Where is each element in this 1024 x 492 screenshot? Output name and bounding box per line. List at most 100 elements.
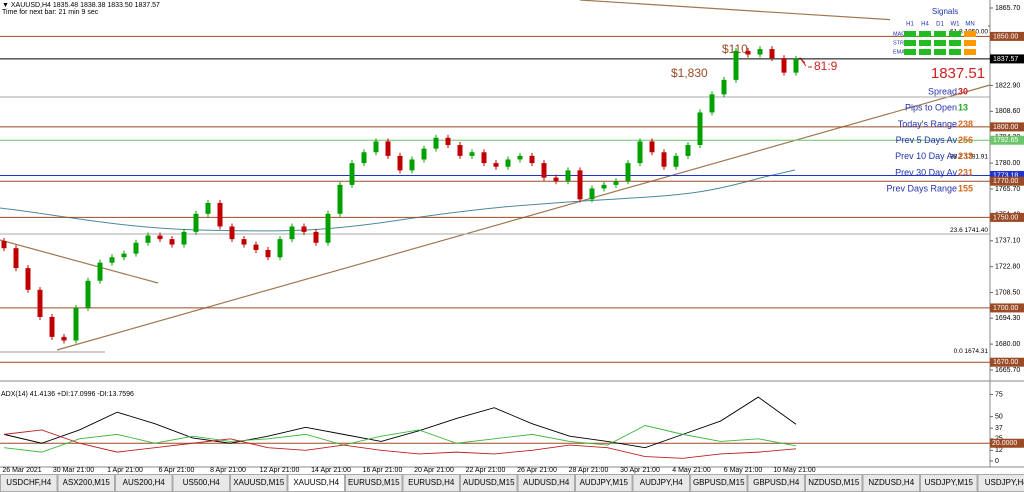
info-value: 30	[958, 86, 968, 96]
candle	[745, 50, 751, 55]
profit-label: $110	[722, 42, 748, 56]
signal-cell	[919, 49, 931, 55]
candle	[769, 49, 775, 59]
x-tick-label: 1 Apr 21:00	[107, 467, 143, 474]
level-box	[990, 303, 1024, 313]
candle	[481, 152, 487, 164]
level-label: 1800.00	[993, 124, 1018, 131]
candle	[301, 226, 307, 232]
y-tick-label: 1708.50	[995, 289, 1020, 296]
y-tick-label: 50	[995, 413, 1003, 420]
signal-column: MN	[965, 22, 974, 28]
candle	[445, 137, 451, 146]
candle	[409, 159, 415, 171]
candle	[181, 231, 187, 245]
candle	[421, 148, 427, 160]
x-tick-label: 6 Apr 21:00	[159, 467, 195, 474]
x-tick-label: 12 Apr 21:00	[260, 467, 300, 474]
trend-line	[0, 239, 159, 284]
level-label: 1750.00	[993, 214, 1018, 221]
y-tick-label: 12	[995, 447, 1003, 454]
candle	[649, 141, 655, 153]
level-label: 20.0000	[992, 440, 1017, 447]
candle	[673, 155, 679, 167]
candle	[757, 49, 763, 55]
level-box	[990, 357, 1024, 367]
info-value: 155	[958, 184, 973, 194]
signal-cell	[964, 31, 976, 37]
ratio-label: 81:9	[814, 59, 838, 73]
level-box	[990, 170, 1024, 180]
y-tick-label: 1865.70	[995, 5, 1020, 12]
candle	[397, 155, 403, 171]
candle	[25, 268, 31, 290]
indicator-line	[3, 425, 797, 453]
signal-row-label: EMA	[893, 49, 905, 55]
candle	[637, 141, 643, 164]
info-label: Pips to Open	[905, 103, 957, 113]
candle	[313, 231, 319, 243]
level-box	[990, 438, 1024, 448]
x-tick-label: 20 Apr 21:00	[414, 467, 454, 474]
signal-row-label: MACD	[893, 31, 909, 37]
signal-cell	[934, 31, 946, 37]
candle	[697, 112, 703, 146]
signal-cell	[949, 49, 961, 55]
info-label: Today's Range	[898, 119, 957, 129]
candle	[97, 262, 103, 281]
x-tick-label: 6 May 21:00	[724, 467, 763, 474]
candle	[229, 226, 235, 240]
info-value: 238	[958, 119, 973, 129]
level-label: 1837.57	[993, 56, 1018, 63]
candle	[145, 235, 151, 243]
bid-price: 1837.51	[931, 65, 985, 82]
y-tick-label: 37	[995, 425, 1003, 432]
candle	[133, 242, 139, 254]
y-tick-label: 1737.10	[995, 238, 1020, 245]
candle	[469, 152, 475, 156]
candle	[781, 58, 787, 73]
candle	[577, 170, 583, 200]
candle	[589, 188, 595, 200]
signal-cell	[919, 40, 931, 46]
signal-column: W1	[951, 22, 961, 28]
x-tick-label: 26 Mar 2021	[2, 467, 41, 474]
x-tick-label: 16 Apr 21:00	[363, 467, 403, 474]
level-label: 1792.65	[993, 137, 1018, 144]
tab-label: EURUSD,H4	[408, 478, 455, 487]
tab-label: NZDUSD,H4	[868, 478, 914, 487]
tab-label: EURUSD,M15	[348, 478, 400, 487]
tab-label: GBPUSD,H4	[753, 478, 800, 487]
candle	[685, 145, 691, 156]
y-tick-label: 1822.90	[995, 82, 1020, 89]
candle	[289, 226, 295, 240]
moving-average	[0, 169, 796, 232]
candle	[13, 248, 19, 269]
x-tick-label: 14 Apr 21:00	[311, 467, 351, 474]
candle	[553, 177, 559, 182]
y-tick-label: 1680.00	[995, 341, 1020, 348]
adx-title: ADX(14) 41.4136 +DI:17.0996 -DI:13.7596	[1, 391, 134, 398]
signal-cell	[904, 31, 916, 37]
level-label: 1670.00	[993, 359, 1018, 366]
candle	[325, 213, 331, 243]
x-tick-label: 28 Apr 21:00	[569, 467, 609, 474]
signal-cell	[934, 49, 946, 55]
candle	[193, 213, 199, 232]
candle	[121, 253, 127, 258]
candle	[433, 137, 439, 149]
level-box	[990, 212, 1024, 222]
candle	[169, 239, 175, 245]
signal-cell	[949, 31, 961, 37]
level-label: 1770.00	[993, 178, 1018, 185]
signal-column: H1	[906, 22, 914, 28]
candle	[625, 163, 631, 182]
x-tick-label: 26 Apr 21:00	[517, 467, 557, 474]
x-tick-label: 30 Mar 21:00	[53, 467, 94, 474]
candle	[241, 239, 247, 245]
signals-title: Signals	[932, 7, 958, 16]
signal-cell	[904, 49, 916, 55]
candle	[85, 280, 91, 308]
candle	[505, 159, 511, 167]
